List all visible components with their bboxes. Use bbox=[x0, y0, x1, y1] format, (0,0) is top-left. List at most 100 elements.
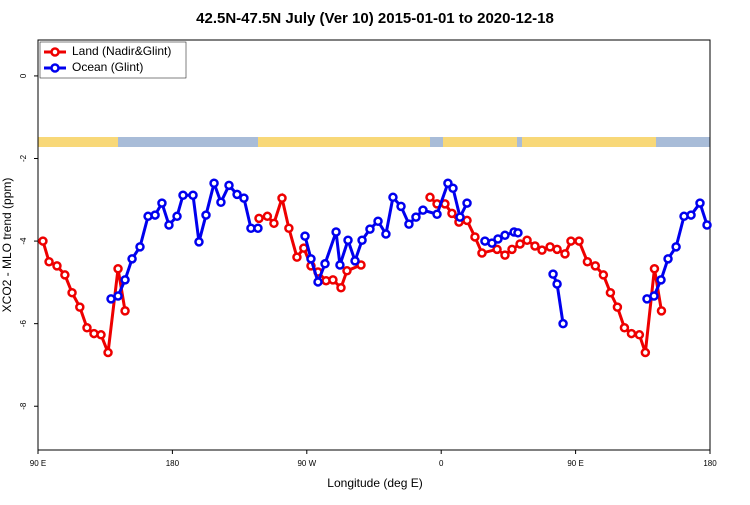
data-point bbox=[522, 235, 532, 246]
data-point bbox=[404, 219, 414, 229]
data-point bbox=[477, 248, 487, 258]
data-point bbox=[686, 210, 696, 220]
data-point bbox=[350, 256, 360, 266]
data-point bbox=[335, 260, 345, 270]
data-point bbox=[113, 291, 123, 301]
data-point bbox=[52, 261, 62, 271]
data-point bbox=[515, 239, 525, 249]
data-point bbox=[328, 275, 338, 285]
data-point bbox=[343, 235, 353, 246]
data-point bbox=[269, 218, 279, 229]
data-point bbox=[582, 256, 593, 267]
data-point bbox=[38, 236, 48, 246]
data-point bbox=[373, 216, 383, 227]
data-point bbox=[470, 232, 480, 242]
data-point bbox=[239, 193, 249, 203]
data-point bbox=[656, 275, 666, 285]
data-point bbox=[566, 236, 576, 246]
data-point bbox=[634, 330, 645, 340]
data-point bbox=[671, 242, 681, 252]
data-point bbox=[548, 269, 558, 279]
data-point bbox=[619, 323, 630, 333]
x-tick-label: 180 bbox=[703, 459, 717, 468]
data-point bbox=[425, 192, 435, 203]
data-point bbox=[462, 198, 472, 208]
data-point bbox=[356, 260, 366, 270]
data-point bbox=[44, 256, 54, 267]
data-point bbox=[300, 231, 310, 241]
land-ocean-strip bbox=[38, 137, 710, 147]
data-point bbox=[702, 220, 712, 230]
x-axis-label: Longitude (deg E) bbox=[327, 476, 422, 490]
x-tick-label: 90 W bbox=[297, 459, 316, 468]
y-tick-label: 0 bbox=[19, 73, 28, 78]
chart-title: 42.5N-47.5N July (Ver 10) 2015-01-01 to … bbox=[196, 10, 554, 27]
data-point bbox=[120, 306, 130, 316]
data-point bbox=[232, 189, 242, 200]
data-point bbox=[150, 210, 160, 220]
data-point bbox=[432, 209, 442, 219]
data-point bbox=[216, 197, 226, 208]
data-point bbox=[127, 254, 137, 264]
data-point bbox=[120, 275, 130, 285]
data-point bbox=[552, 279, 562, 289]
data-point bbox=[492, 244, 502, 255]
data-point bbox=[284, 223, 294, 234]
data-point bbox=[253, 223, 263, 234]
x-tick-label: 90 E bbox=[30, 459, 46, 468]
data-point bbox=[75, 302, 85, 312]
data-point bbox=[254, 213, 264, 224]
y-tick-label: -4 bbox=[19, 237, 28, 245]
data-point bbox=[164, 220, 174, 230]
legend-label: Land (Nadir&Glint) bbox=[72, 44, 171, 58]
plot-frame bbox=[37, 39, 711, 451]
data-point bbox=[462, 215, 472, 226]
data-point bbox=[201, 210, 211, 220]
data-point bbox=[455, 212, 465, 222]
data-point bbox=[448, 183, 458, 193]
data-point bbox=[82, 323, 92, 333]
data-point bbox=[500, 250, 510, 260]
data-point bbox=[209, 178, 219, 189]
data-point bbox=[388, 192, 398, 203]
data-point bbox=[60, 270, 70, 280]
data-point bbox=[558, 318, 568, 329]
data-point bbox=[649, 263, 660, 274]
y-tick-label: -6 bbox=[19, 320, 28, 328]
data-point bbox=[552, 244, 562, 255]
data-point bbox=[157, 198, 167, 208]
data-point bbox=[560, 249, 570, 259]
data-point bbox=[96, 330, 106, 340]
data-point bbox=[500, 230, 510, 241]
data-point bbox=[487, 238, 497, 248]
y-axis-label: XCO2 - MLO trend (ppm) bbox=[0, 178, 14, 313]
data-point bbox=[320, 259, 330, 269]
legend-box bbox=[39, 41, 187, 79]
data-point bbox=[411, 212, 421, 222]
y-tick-label: -8 bbox=[19, 402, 28, 410]
x-tick-label: 0 bbox=[439, 459, 444, 468]
data-point bbox=[306, 254, 316, 264]
data-point bbox=[493, 234, 503, 244]
data-point bbox=[695, 198, 705, 208]
legend-marker bbox=[50, 63, 60, 73]
data-point bbox=[663, 254, 673, 264]
data-point bbox=[277, 193, 287, 203]
data-point bbox=[365, 224, 375, 234]
data-point bbox=[357, 235, 367, 246]
data-point bbox=[224, 180, 234, 191]
data-point bbox=[513, 228, 523, 238]
x-tick-label: 90 E bbox=[567, 459, 583, 468]
data-point bbox=[590, 261, 601, 271]
data-point bbox=[292, 252, 302, 262]
data-point bbox=[188, 190, 198, 200]
data-point bbox=[656, 306, 667, 316]
data-point bbox=[262, 211, 273, 222]
data-point bbox=[640, 347, 651, 358]
data-point bbox=[67, 287, 77, 298]
data-point bbox=[336, 282, 346, 293]
data-point bbox=[113, 263, 123, 274]
x-tick-label: 180 bbox=[166, 459, 180, 468]
